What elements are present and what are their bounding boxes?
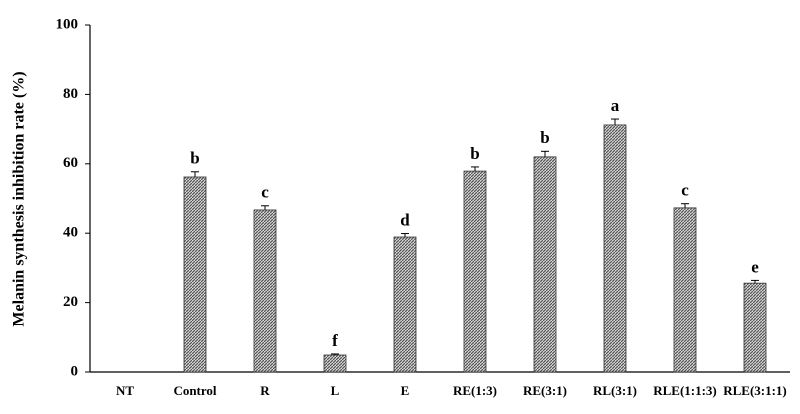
x-tick-label: RL(3:1) [593,383,637,398]
x-tick-label: Control [173,383,216,398]
y-tick-label: 20 [63,294,78,310]
bar [533,156,557,373]
significance-letter: b [190,149,199,168]
bar [673,207,697,373]
significance-letter: d [400,210,410,229]
bar [743,282,767,373]
y-tick-label: 40 [63,225,78,241]
significance-letter: b [540,128,549,147]
bar [253,209,277,373]
significance-letter: c [261,183,269,202]
significance-letter: b [470,144,479,163]
y-tick-label: 0 [71,363,79,379]
y-tick-label: 80 [63,86,78,102]
x-tick-label: E [401,383,410,398]
x-tick-label: RE(3:1) [523,383,567,398]
x-tick-label: NT [116,383,134,398]
bar [183,176,207,373]
significance-letter: c [681,181,689,200]
x-tick-label: RLE(1:1:3) [653,383,717,398]
y-axis-label: Melanin synthesis inhibition rate (%) [11,71,28,326]
x-tick-label: L [331,383,340,398]
x-tick-label: RE(1:3) [453,383,497,398]
bar [323,354,347,373]
significance-letter: a [611,96,620,115]
x-tick-label: RLE(3:1:1) [723,383,787,398]
bar [393,236,417,373]
y-tick-label: 60 [63,155,78,171]
x-tick-label: R [260,383,270,398]
significance-letter: e [751,257,759,276]
significance-letter: f [332,331,338,350]
bar [463,170,487,373]
y-tick-label: 100 [56,16,79,32]
bar [603,124,627,373]
